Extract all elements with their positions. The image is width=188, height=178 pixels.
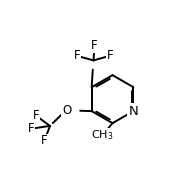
Text: F: F bbox=[74, 49, 80, 62]
Text: N: N bbox=[129, 105, 138, 118]
Text: CH$_3$: CH$_3$ bbox=[91, 128, 114, 142]
Text: F: F bbox=[28, 122, 35, 135]
Text: O: O bbox=[62, 104, 71, 117]
Text: F: F bbox=[107, 49, 113, 62]
Text: F: F bbox=[91, 39, 98, 52]
Text: F: F bbox=[41, 134, 48, 147]
Text: F: F bbox=[33, 109, 39, 122]
